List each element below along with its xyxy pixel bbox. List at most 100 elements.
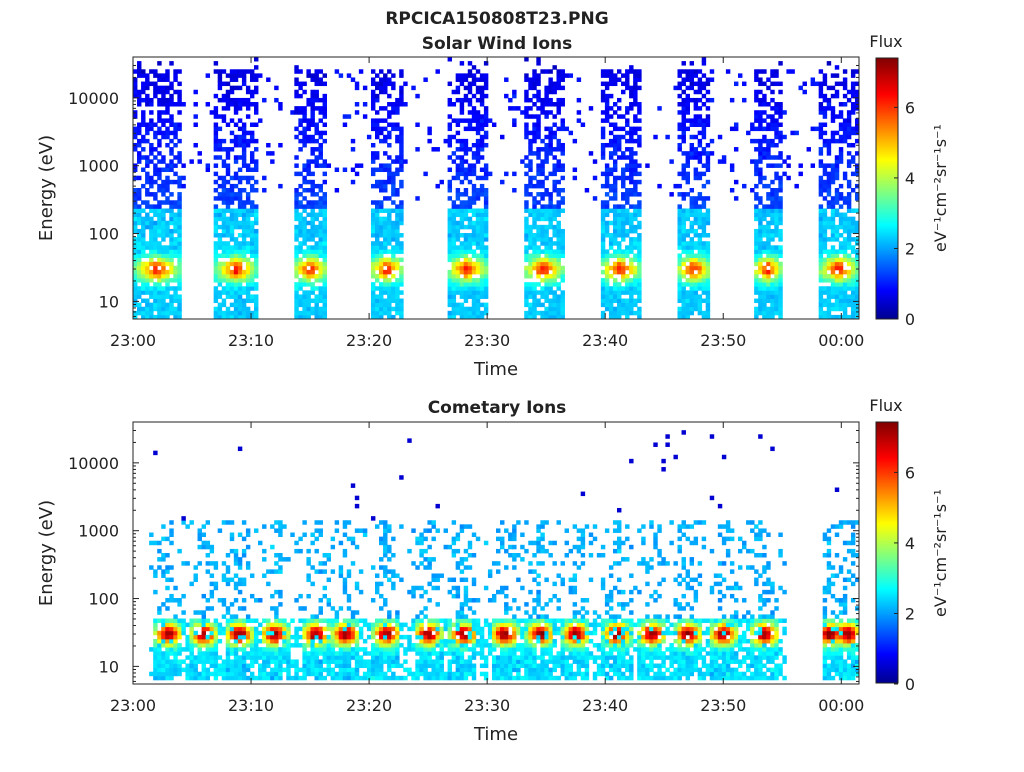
spectrogram-cell [835,274,839,278]
spectrogram-cell [254,233,258,237]
spectrogram-cell [452,307,456,311]
spectrogram-cell [557,110,561,114]
spectrogram-cell [456,188,460,192]
spectrogram-cell [484,229,488,233]
spectrogram-cell [274,651,278,655]
spectrogram-cell [254,262,258,266]
spectrogram-cell [811,163,815,167]
spectrogram-cell [161,237,165,241]
spectrogram-cell [819,131,823,135]
spectrogram-cell [294,155,298,159]
spectrogram-cell [472,110,476,114]
spectrogram-cell [294,639,298,643]
spectrogram-cell [827,163,831,167]
spectrogram-cell [621,172,625,176]
spectrogram-cell [169,278,173,282]
spectrogram-cell [839,155,843,159]
spectrogram-cell [169,118,173,122]
spectrogram-cell [569,131,573,135]
spectrogram-cell [399,159,403,163]
spectrogram-cell [774,303,778,307]
spectrogram-cell [851,69,855,73]
spectrogram-cell [222,598,226,602]
spectrogram-cell [686,208,690,212]
spectrogram-cell [153,303,157,307]
spectrogram-cell [141,155,145,159]
spectrogram-cell [552,311,556,315]
spectrogram-cell [682,61,686,65]
spectrogram-cell [238,233,242,237]
spectrogram-cell [839,290,843,294]
spectrogram-cell [319,188,323,192]
spectrogram-cell [222,676,226,680]
spectrogram-cell [153,180,157,184]
spectrogram-cell [323,290,327,294]
spectrogram-cell [262,651,266,655]
spectrogram-cell [173,249,177,253]
spectrogram-cell [625,303,629,307]
spectrogram-cell [552,278,556,282]
spectrogram-cell [520,110,524,114]
spectrogram-cell [399,163,403,167]
spectrogram-cell [605,278,609,282]
spectrogram-cell [246,299,250,303]
spectrogram-cell [540,204,544,208]
spectrogram-cell [480,233,484,237]
spectrogram-cell [230,90,234,94]
spectrogram-cell [246,655,250,659]
spectrogram-cell [452,303,456,307]
spectrogram-cell [536,270,540,274]
spectrogram-cell [379,82,383,86]
spectrogram-cell [379,225,383,229]
spectrogram-cell [637,143,641,147]
spectrogram-cell [557,102,561,106]
spectrogram-cell [234,278,238,282]
spectrogram-cell [173,135,177,139]
spectrogram-cell [226,651,230,655]
spectrogram-cell [157,262,161,266]
spectrogram-cell [774,229,778,233]
spectrogram-cell [460,294,464,298]
spectrogram-cell [315,651,319,655]
spectrogram-cell [540,266,544,270]
spectrogram-cell [823,274,827,278]
spectrogram-cell [145,131,149,135]
spectrogram-cell [165,569,169,573]
spectrogram-cell [601,98,605,102]
spectrogram-cell [472,221,476,225]
spectrogram-cell [137,311,141,315]
spectrogram-cell [823,82,827,86]
spectrogram-cell [298,106,302,110]
spectrogram-cell [202,541,206,545]
spectrogram-cell [548,286,552,290]
spectrogram-cell [181,647,185,651]
spectrogram-cell [315,303,319,307]
spectrogram-cell [524,208,528,212]
spectrogram-cell [678,225,682,229]
spectrogram-cell [242,553,246,557]
spectrogram-cell [165,188,169,192]
spectrogram-cell [682,131,686,135]
spectrogram-cell [250,274,254,278]
spectrogram-cell [238,180,242,184]
spectrogram-cell [754,110,758,114]
spectrogram-cell [835,131,839,135]
spectrogram-cell [532,237,536,241]
spectrogram-cell [153,213,157,217]
spectrogram-cell [698,123,702,127]
spectrogram-cell [552,229,556,233]
spectrogram-cell [310,286,314,290]
spectrogram-cell [758,254,762,258]
spectrogram-cell [375,82,379,86]
spectrogram-cell [613,299,617,303]
spectrogram-cell [278,619,282,623]
spectrogram-cell [460,73,464,77]
spectrogram-cell [601,286,605,290]
spectrogram-cell [766,151,770,155]
spectrogram-cell [609,311,613,315]
spectrogram-cell [298,94,302,98]
spectrogram-cell [145,266,149,270]
spectrogram-cell [548,143,552,147]
spectrogram-cell [460,221,464,225]
spectrogram-cell [302,643,306,647]
